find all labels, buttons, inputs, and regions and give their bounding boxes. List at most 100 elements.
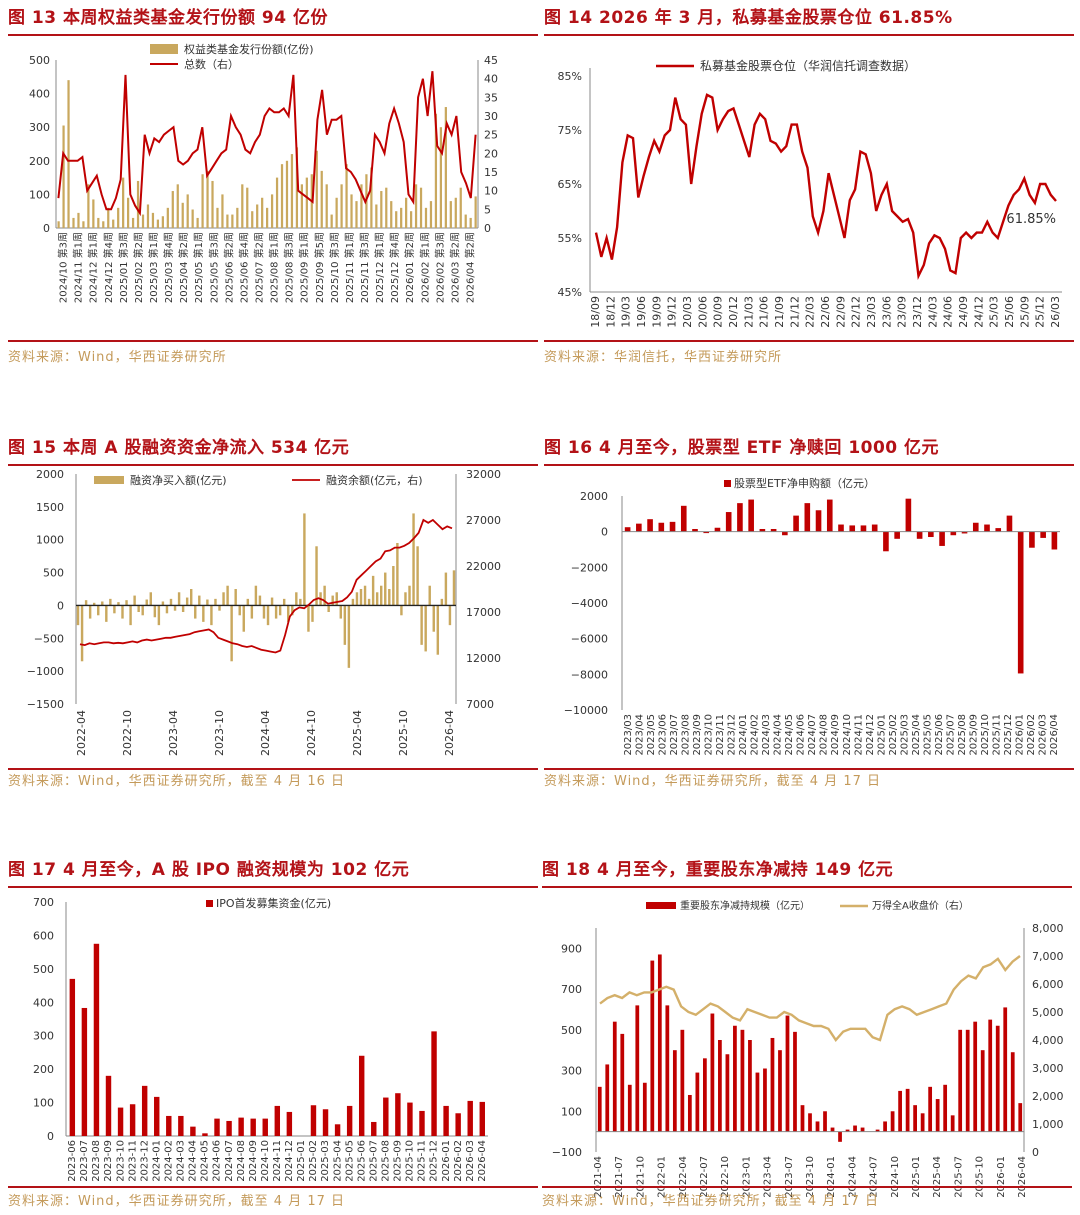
bar-issuance — [345, 164, 348, 228]
bar-issuance — [285, 160, 289, 228]
y-tick-label-right: 3,000 — [1032, 1062, 1064, 1075]
bar-net-buy — [238, 605, 241, 616]
y-tick-label-right: 15 — [484, 166, 498, 179]
y-tick-label-left: 500 — [561, 1024, 582, 1037]
y-tick-label-right: 7000 — [466, 698, 494, 711]
bar-ipo — [383, 1097, 389, 1136]
bar-issuance — [290, 154, 294, 228]
x-tick-label: 2024/04 — [773, 714, 784, 756]
bar-net-buy — [113, 605, 116, 614]
bar-ipo — [455, 1113, 461, 1136]
x-tick-label: 2024-07 — [869, 1156, 880, 1198]
x-tick-label: 2023-07 — [784, 1156, 795, 1198]
x-tick-label: 2024/06 — [796, 714, 807, 756]
bar-reduction — [763, 1068, 767, 1132]
y-tick-label: −8000 — [571, 668, 608, 681]
bar-reduction — [950, 1115, 955, 1132]
x-tick-label: 2024/01 — [738, 714, 749, 756]
bar-net-buy — [137, 605, 140, 612]
bar-net-buy — [287, 605, 290, 622]
bar-net-buy — [384, 572, 387, 606]
bar-etf-flow — [849, 525, 856, 532]
x-tick-label: 2021-04 — [593, 1156, 604, 1198]
x-tick-label: 2025-02 — [308, 1140, 319, 1182]
bar-issuance — [67, 80, 70, 228]
bottom-rule — [542, 1186, 1072, 1188]
bar-reduction — [710, 1013, 715, 1132]
x-tick-label: 2023/07 — [669, 714, 680, 756]
y-tick-label-right: 17000 — [466, 606, 501, 619]
bar-net-buy — [80, 605, 84, 662]
bar-reduction — [672, 1050, 677, 1132]
bar-net-buy — [315, 546, 318, 606]
bar-net-buy — [323, 585, 326, 606]
bar-etf-flow — [838, 524, 844, 532]
y-tick-label-left: 200 — [29, 155, 50, 168]
x-tick-label: 2025-09 — [393, 1140, 404, 1182]
bar-net-buy — [198, 595, 201, 606]
x-tick-label: 19/03 — [620, 296, 633, 328]
x-tick-label: 2024-01 — [826, 1156, 837, 1198]
x-tick-label: 2024-04 — [188, 1140, 199, 1182]
bar-ipo — [467, 1100, 473, 1136]
bar-net-buy — [424, 605, 427, 652]
x-tick-label: 2021-07 — [614, 1156, 625, 1198]
bar-reduction — [1003, 1007, 1008, 1132]
bar-issuance — [92, 199, 95, 228]
x-tick-label: 2025/12 — [1003, 714, 1014, 756]
y-tick-label-left: 700 — [561, 983, 582, 996]
bar-reduction — [733, 1025, 737, 1132]
bar-net-buy — [185, 597, 189, 606]
line-wind-a-index — [599, 955, 1021, 1042]
y-tick-label: −4000 — [571, 597, 608, 610]
x-tick-label: 2026/01 第2周 — [403, 232, 416, 303]
x-tick-label: 22/09 — [834, 296, 847, 328]
panel-title: 图 18 4 月至今，重要股东净减持 149 亿元 — [542, 860, 894, 880]
x-tick-label: 25/09 — [1018, 296, 1031, 328]
bar-reduction — [845, 1129, 850, 1132]
x-tick-label: 2025/07 — [946, 714, 957, 756]
bar-issuance — [186, 194, 189, 228]
bar-net-buy — [404, 592, 407, 606]
x-tick-label: 24/03 — [926, 296, 939, 328]
bar-issuance — [419, 187, 423, 228]
x-tick-label: 2023-06 — [67, 1140, 78, 1182]
bar-etf-flow — [692, 528, 698, 532]
bar-reduction — [748, 1040, 752, 1132]
bar-ipo — [93, 943, 100, 1136]
bar-net-buy — [157, 605, 161, 626]
bar-reduction — [605, 1064, 610, 1132]
x-tick-label: 22/03 — [804, 296, 817, 328]
bar-reduction — [793, 1031, 797, 1132]
x-tick-label: 2023-09 — [103, 1140, 114, 1182]
bar-issuance — [107, 207, 110, 228]
bar-net-buy — [141, 605, 144, 616]
bar-reduction — [928, 1086, 933, 1132]
x-tick-label: 2025/09 — [969, 714, 980, 756]
bar-reduction — [823, 1111, 827, 1132]
y-tick-label-left: 2000 — [36, 468, 64, 481]
bar-issuance — [206, 170, 209, 228]
bar-etf-flow — [961, 531, 968, 534]
legend-swatch-bar — [724, 480, 731, 487]
x-tick-label: 19/09 — [650, 296, 663, 328]
bar-issuance — [370, 167, 373, 228]
bar-net-buy — [214, 598, 217, 606]
bar-net-buy — [250, 605, 254, 619]
x-tick-label: 2024-10 — [890, 1156, 901, 1198]
x-tick-label: 2021-10 — [635, 1156, 646, 1198]
bar-net-buy — [153, 605, 157, 618]
bar-issuance — [295, 147, 299, 228]
bar-issuance — [350, 194, 353, 228]
x-tick-label: 2024-01 — [151, 1140, 162, 1182]
bar-ipo — [178, 1115, 184, 1136]
bar-ipo — [274, 1105, 281, 1136]
x-tick-label: 2026-04 — [443, 710, 456, 756]
bar-net-buy — [101, 601, 104, 606]
bar-net-buy — [444, 572, 448, 606]
x-tick-label: 2025/04 — [911, 714, 922, 756]
y-tick-label: 400 — [33, 996, 54, 1009]
bar-reduction — [943, 1084, 948, 1132]
title-rule — [544, 34, 1074, 36]
x-tick-label: 2024/09 — [830, 714, 841, 756]
